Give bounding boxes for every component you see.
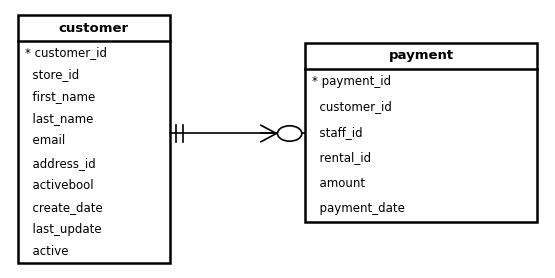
Bar (305, 43, 537, 222)
Ellipse shape (278, 126, 302, 141)
Text: create_date: create_date (24, 201, 102, 214)
Text: customer_id: customer_id (312, 101, 392, 113)
Text: first_name: first_name (24, 90, 95, 103)
Text: payment_date: payment_date (312, 202, 405, 215)
Text: last_update: last_update (24, 223, 101, 236)
Text: amount: amount (312, 177, 365, 190)
Text: * payment_id: * payment_id (312, 75, 391, 88)
Text: store_id: store_id (24, 68, 79, 81)
Text: last_name: last_name (24, 112, 93, 125)
Text: address_id: address_id (24, 157, 95, 170)
Text: staff_id: staff_id (312, 126, 362, 139)
Text: rental_id: rental_id (312, 152, 371, 164)
Text: active: active (24, 245, 68, 258)
Text: customer: customer (59, 22, 129, 35)
Text: payment: payment (388, 49, 453, 62)
Text: * customer_id: * customer_id (24, 46, 107, 59)
Text: email: email (24, 135, 65, 148)
Text: activebool: activebool (24, 179, 93, 192)
Bar (18, 15, 170, 263)
